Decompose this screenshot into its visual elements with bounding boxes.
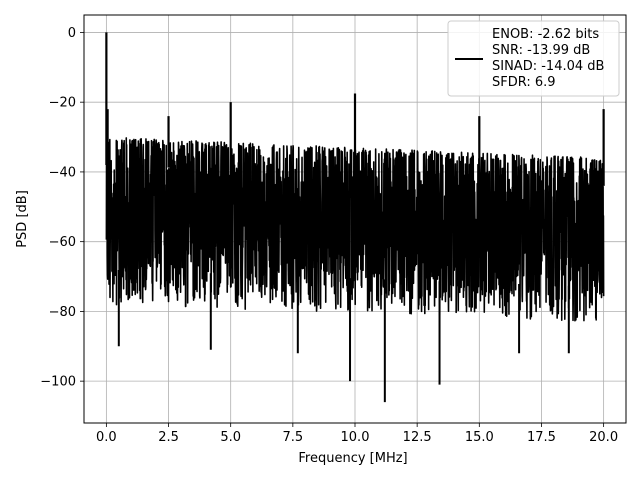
y-tick-label: −100 xyxy=(40,375,76,390)
x-tick-label: 5.0 xyxy=(220,430,241,445)
x-tick-label: 7.5 xyxy=(283,430,304,445)
x-tick-label: 15.0 xyxy=(465,430,494,445)
y-tick-label: −20 xyxy=(49,96,76,111)
x-tick-label: 17.5 xyxy=(527,430,556,445)
legend-label: ENOB: -2.62 bits SNR: -13.99 dB SINAD: -14… xyxy=(492,27,604,90)
legend-box xyxy=(447,20,620,97)
y-axis-title: PSD [dB] xyxy=(15,190,30,248)
series-layer xyxy=(105,32,605,403)
legend-line: ENOB: -2.62 bits xyxy=(492,27,599,42)
legend: ENOB: -2.62 bits SNR: -13.99 dB SINAD: -14… xyxy=(447,20,620,97)
legend-line: SFDR: 6.9 xyxy=(492,75,556,90)
y-tick-label: −80 xyxy=(49,305,76,320)
x-tick-label: 20.0 xyxy=(589,430,618,445)
x-axis-title: Frequency [MHz] xyxy=(298,451,407,466)
y-tick-label: 0 xyxy=(68,26,76,41)
x-tick-label: 2.5 xyxy=(158,430,179,445)
legend-line: SINAD: -14.04 dB xyxy=(492,59,604,74)
x-tick-label: 0.0 xyxy=(96,430,117,445)
y-tick-label: −60 xyxy=(49,235,76,250)
legend-line: SNR: -13.99 dB xyxy=(492,43,590,58)
psd-trace xyxy=(105,137,605,322)
y-ticks: 0 −20 −40 −60 −80 −100 xyxy=(40,26,84,390)
x-tick-label: 12.5 xyxy=(403,430,432,445)
y-tick-label: −40 xyxy=(49,165,76,180)
x-tick-label: 10.0 xyxy=(341,430,370,445)
x-ticks: 0.0 2.5 5.0 7.5 10.0 12.5 15.0 17.5 20.0 xyxy=(96,423,618,445)
